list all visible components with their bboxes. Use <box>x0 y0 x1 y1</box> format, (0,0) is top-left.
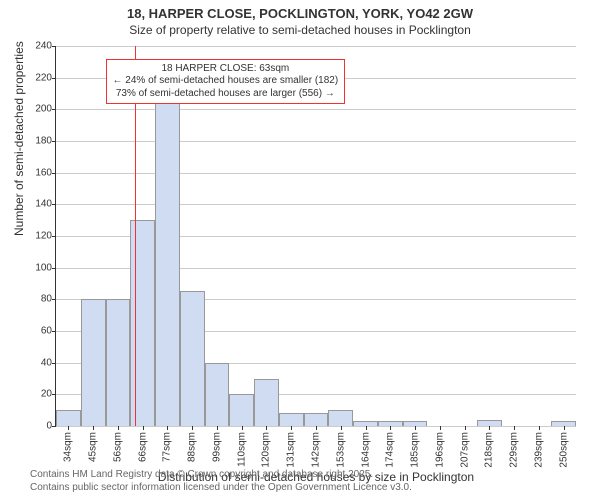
figure-root: 18, HARPER CLOSE, POCKLINGTON, YORK, YO4… <box>0 0 600 500</box>
y-tick-mark <box>52 204 56 205</box>
x-tick-mark <box>93 426 94 430</box>
x-tick-label: 229sqm <box>509 432 520 468</box>
x-tick-label: 164sqm <box>360 432 371 468</box>
annotation-box: 18 HARPER CLOSE: 63sqm← 24% of semi-deta… <box>106 59 346 105</box>
x-tick-label: 45sqm <box>88 432 99 462</box>
title-block: 18, HARPER CLOSE, POCKLINGTON, YORK, YO4… <box>0 0 600 37</box>
annotation-line: 73% of semi-detached houses are larger (… <box>113 88 339 101</box>
y-tick-label: 140 <box>35 199 52 210</box>
y-tick-label: 60 <box>41 326 52 337</box>
x-tick-label: 88sqm <box>187 432 198 462</box>
x-tick-label: 66sqm <box>137 432 148 462</box>
histogram-bar <box>304 413 329 426</box>
gridline <box>56 109 576 110</box>
y-tick-label: 180 <box>35 136 52 147</box>
annotation-line: ← 24% of semi-detached houses are smalle… <box>113 75 339 88</box>
x-tick-mark <box>68 426 69 430</box>
y-tick-mark <box>52 236 56 237</box>
y-tick-label: 80 <box>41 294 52 305</box>
x-tick-label: 239sqm <box>533 432 544 468</box>
annotation-line: 18 HARPER CLOSE: 63sqm <box>113 63 339 76</box>
y-tick-mark <box>52 46 56 47</box>
y-tick-mark <box>52 299 56 300</box>
histogram-bar <box>130 220 155 426</box>
footer-line-1: Contains HM Land Registry data © Crown c… <box>30 469 412 482</box>
histogram-bar <box>205 363 230 426</box>
x-tick-mark <box>167 426 168 430</box>
x-tick-label: 56sqm <box>112 432 123 462</box>
histogram-bar <box>155 81 180 426</box>
y-tick-label: 220 <box>35 72 52 83</box>
x-tick-label: 120sqm <box>261 432 272 468</box>
y-tick-label: 240 <box>35 41 52 52</box>
y-tick-label: 160 <box>35 167 52 178</box>
x-tick-label: 153sqm <box>335 432 346 468</box>
y-tick-mark <box>52 141 56 142</box>
x-tick-mark <box>291 426 292 430</box>
y-tick-label: 0 <box>46 421 52 432</box>
y-tick-label: 120 <box>35 231 52 242</box>
x-tick-label: 185sqm <box>410 432 421 468</box>
histogram-bar <box>279 413 304 426</box>
histogram-bar <box>229 394 254 426</box>
histogram-bar <box>56 410 81 426</box>
x-tick-label: 99sqm <box>211 432 222 462</box>
gridline <box>56 173 576 174</box>
x-tick-mark <box>539 426 540 430</box>
histogram-bar <box>254 379 279 427</box>
histogram-bar <box>81 299 106 426</box>
y-tick-label: 20 <box>41 389 52 400</box>
x-tick-label: 110sqm <box>236 432 247 467</box>
x-tick-mark <box>514 426 515 430</box>
x-tick-mark <box>366 426 367 430</box>
x-tick-mark <box>390 426 391 430</box>
y-axis-title: Number of semi-detached properties <box>12 41 26 236</box>
y-tick-mark <box>52 331 56 332</box>
x-tick-label: 131sqm <box>286 432 297 468</box>
x-tick-mark <box>465 426 466 430</box>
x-tick-label: 174sqm <box>385 432 396 468</box>
x-tick-label: 196sqm <box>434 432 445 468</box>
x-tick-mark <box>489 426 490 430</box>
y-tick-mark <box>52 173 56 174</box>
y-tick-mark <box>52 109 56 110</box>
y-tick-label: 200 <box>35 104 52 115</box>
x-tick-mark <box>242 426 243 430</box>
y-tick-mark <box>52 394 56 395</box>
x-tick-mark <box>266 426 267 430</box>
x-tick-mark <box>192 426 193 430</box>
x-tick-label: 218sqm <box>484 432 495 468</box>
x-tick-label: 34sqm <box>63 432 74 462</box>
x-tick-label: 250sqm <box>558 432 569 468</box>
x-tick-mark <box>217 426 218 430</box>
histogram-bar <box>180 291 205 426</box>
y-tick-label: 100 <box>35 262 52 273</box>
gridline <box>56 46 576 47</box>
x-tick-mark <box>564 426 565 430</box>
x-tick-mark <box>415 426 416 430</box>
title-main: 18, HARPER CLOSE, POCKLINGTON, YORK, YO4… <box>0 6 600 21</box>
y-tick-mark <box>52 363 56 364</box>
x-tick-mark <box>440 426 441 430</box>
x-tick-label: 207sqm <box>459 432 470 468</box>
histogram-bar <box>328 410 353 426</box>
x-tick-mark <box>118 426 119 430</box>
x-tick-label: 77sqm <box>162 432 173 462</box>
gridline <box>56 204 576 205</box>
x-tick-mark <box>316 426 317 430</box>
gridline <box>56 141 576 142</box>
x-tick-label: 142sqm <box>311 432 322 468</box>
footer-line-2: Contains public sector information licen… <box>30 482 412 495</box>
histogram-bar <box>106 299 131 426</box>
footer: Contains HM Land Registry data © Crown c… <box>30 469 412 494</box>
title-sub: Size of property relative to semi-detach… <box>0 23 600 37</box>
x-tick-mark <box>341 426 342 430</box>
y-tick-mark <box>52 426 56 427</box>
x-tick-mark <box>143 426 144 430</box>
y-tick-label: 40 <box>41 357 52 368</box>
y-tick-mark <box>52 268 56 269</box>
y-tick-mark <box>52 78 56 79</box>
chart-area: Distribution of semi-detached houses by … <box>55 46 576 427</box>
